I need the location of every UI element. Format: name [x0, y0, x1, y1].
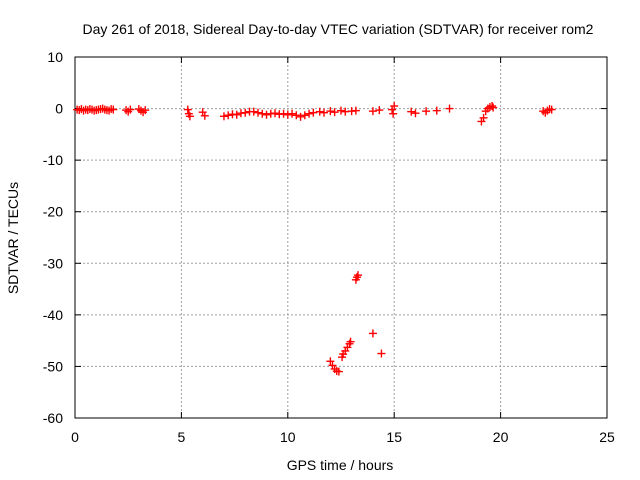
data-point — [258, 109, 267, 118]
data-point — [489, 103, 498, 112]
data-point — [368, 329, 377, 338]
data-point — [254, 108, 263, 117]
data-point — [479, 113, 488, 122]
data-point — [432, 106, 441, 115]
data-point — [334, 367, 343, 376]
data-point — [337, 106, 345, 115]
data-point — [279, 109, 288, 118]
x-tick-label: 15 — [386, 429, 402, 445]
data-point — [326, 357, 335, 366]
y-tick-label: -30 — [43, 255, 63, 271]
data-point — [411, 109, 420, 118]
data-point — [389, 109, 398, 118]
y-tick-label: 10 — [47, 49, 63, 65]
data-point — [368, 107, 377, 116]
data-point — [283, 110, 292, 119]
data-point — [183, 105, 192, 114]
data-point — [330, 108, 339, 117]
data-point — [407, 107, 416, 116]
x-tick-label: 10 — [280, 429, 296, 445]
data-point — [319, 108, 328, 117]
data-point — [377, 349, 386, 358]
y-tick-label: -10 — [43, 152, 63, 168]
data-series — [73, 101, 556, 376]
data-point — [292, 111, 301, 120]
data-point — [219, 112, 228, 121]
data-point — [109, 105, 118, 114]
data-point — [422, 107, 431, 116]
data-point — [354, 271, 363, 280]
y-tick-label: -20 — [43, 204, 63, 220]
data-point — [249, 107, 258, 116]
y-tick-label: -40 — [43, 307, 63, 323]
data-point — [141, 106, 150, 115]
data-point — [305, 109, 314, 118]
data-point — [351, 106, 360, 115]
y-axis-label: SDTVAR / TECUs — [5, 182, 21, 294]
data-point — [309, 108, 318, 117]
y-tick-labels: -60 -50 -40 -30 -20 -10 0 10 — [43, 49, 63, 426]
chart-title: Day 261 of 2018, Sidereal Day-to-day VTE… — [83, 21, 594, 37]
data-point — [445, 104, 454, 113]
x-tick-label: 0 — [71, 429, 79, 445]
x-tick-labels: 0 5 10 15 20 25 — [71, 429, 615, 445]
data-point — [315, 107, 324, 116]
data-point — [488, 101, 497, 110]
data-point — [326, 107, 335, 116]
data-point — [224, 111, 233, 120]
data-point — [346, 337, 355, 346]
y-tick-label: -60 — [43, 410, 63, 426]
data-point — [262, 110, 271, 119]
data-point — [300, 111, 309, 120]
data-point — [241, 108, 250, 117]
x-tick-label: 25 — [599, 429, 615, 445]
data-point — [185, 112, 194, 121]
x-tick-label: 5 — [178, 429, 186, 445]
data-point — [547, 105, 556, 114]
data-point — [271, 109, 280, 118]
data-point — [390, 101, 399, 110]
data-point — [375, 106, 384, 115]
data-point — [126, 105, 135, 114]
x-tick-label: 20 — [493, 429, 509, 445]
data-point — [296, 112, 305, 121]
data-point — [288, 109, 297, 118]
y-tick-label: -50 — [43, 358, 63, 374]
data-point — [232, 110, 241, 119]
axis-ticks — [74, 56, 608, 419]
plot-frame — [74, 56, 608, 419]
data-point — [200, 111, 209, 120]
x-axis-label: GPS time / hours — [287, 457, 394, 473]
y-tick-label: 0 — [55, 101, 63, 117]
